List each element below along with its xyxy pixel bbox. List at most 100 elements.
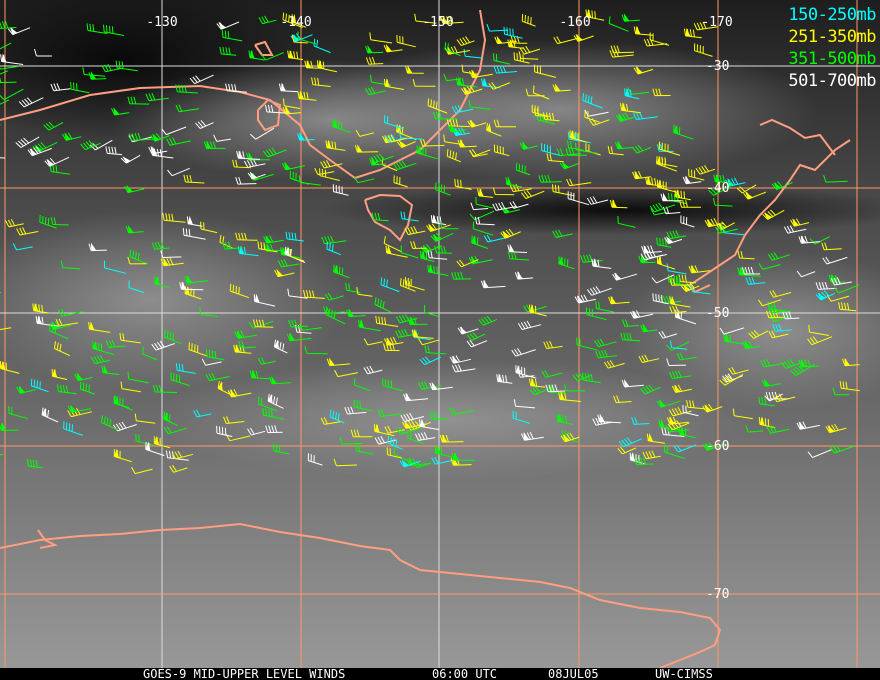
wind-barb	[382, 378, 404, 392]
wind-barb	[127, 256, 147, 265]
wind-barb	[694, 43, 713, 57]
wind-barb-flag	[367, 44, 373, 53]
wind-barb-flag	[496, 35, 503, 44]
wind-barb	[517, 369, 535, 378]
wind-barb	[507, 251, 530, 261]
wind-barb-flag	[145, 441, 151, 451]
wind-barb	[393, 446, 413, 464]
wind-barb	[513, 399, 536, 409]
wind-barb-flag	[185, 286, 190, 296]
wind-barb	[260, 52, 284, 61]
wind-barb	[631, 417, 650, 425]
wind-barb	[536, 112, 556, 125]
wind-barb	[424, 345, 446, 355]
wind-barb-flag	[251, 369, 257, 379]
wind-barb	[586, 196, 609, 205]
wind-barb	[70, 81, 90, 94]
wind-barb-flag	[374, 423, 380, 433]
wind-barb-flag	[454, 127, 461, 136]
wind-barb-flag	[506, 176, 512, 186]
wind-barb-flag	[162, 257, 169, 266]
wind-barb	[298, 175, 321, 186]
wind-barb	[528, 378, 546, 388]
wind-barb	[702, 403, 723, 413]
wind-barb	[607, 146, 624, 156]
wind-barb-flag	[617, 113, 626, 122]
wind-barb	[213, 134, 231, 142]
wind-barb	[688, 265, 711, 274]
wind-barb	[264, 104, 287, 114]
wind-barb	[621, 14, 640, 22]
wind-barb	[329, 409, 345, 424]
wind-barb	[39, 214, 57, 229]
wind-barb	[420, 250, 435, 262]
wind-barb	[649, 32, 670, 46]
wind-barb	[454, 178, 472, 190]
wind-barb	[595, 349, 618, 359]
time: 06:00 UTC	[432, 667, 498, 680]
wind-barb-flag	[218, 381, 223, 391]
wind-barb	[119, 332, 141, 344]
wind-barb	[164, 329, 182, 345]
wind-barb	[369, 157, 387, 166]
wind-barb-flag	[333, 264, 339, 274]
wind-barb	[289, 248, 305, 262]
wind-barb	[661, 427, 685, 437]
wind-barb-flag	[670, 295, 676, 305]
legend-501-700mb: 501-700mb	[788, 71, 876, 91]
wind-barb	[510, 35, 528, 44]
wind-barb-flag	[497, 373, 503, 383]
wind-barb	[552, 84, 571, 92]
wind-barb	[49, 164, 71, 175]
wind-barb-flag	[371, 156, 377, 165]
lon-label: -150	[422, 15, 454, 30]
wind-barb	[406, 458, 431, 467]
wind-barb	[466, 331, 486, 341]
wind-barb	[365, 86, 387, 96]
wind-barb-flag	[385, 44, 392, 52]
wind-barb-flag	[265, 235, 272, 244]
wind-barb-flag	[34, 144, 43, 152]
wind-barb	[468, 99, 491, 110]
wind-barb	[486, 123, 502, 137]
wind-barb-flag	[122, 156, 131, 164]
wind-barb	[543, 112, 560, 122]
wind-barb-flag	[348, 308, 354, 317]
wind-barb-flag	[610, 295, 617, 304]
wind-barb	[663, 444, 686, 460]
wind-barb	[414, 13, 437, 24]
wind-barb	[324, 292, 344, 301]
wind-barb	[291, 14, 307, 28]
wind-barb	[311, 77, 331, 87]
wind-barb	[50, 217, 69, 226]
date: 08JUL05	[548, 667, 599, 680]
wind-barb	[772, 323, 792, 332]
wind-barb-flag	[114, 448, 120, 458]
wind-barb	[515, 162, 531, 176]
wind-barb	[584, 109, 609, 117]
wind-barb	[745, 425, 764, 433]
wind-barb-flag	[218, 21, 226, 30]
wind-barb	[649, 202, 676, 213]
wind-barb	[456, 36, 475, 46]
wind-barb	[650, 208, 669, 216]
wind-barb-flag	[420, 250, 426, 260]
wind-barb-flag	[453, 452, 459, 461]
wind-barb	[160, 250, 182, 258]
wind-barb	[715, 225, 738, 234]
wind-barb	[737, 250, 755, 260]
wind-barb	[632, 144, 652, 154]
wind-barb	[0, 99, 10, 105]
wind-barb	[101, 415, 119, 431]
wind-barb	[189, 74, 214, 85]
wind-barb	[289, 171, 309, 185]
wind-barb	[86, 23, 108, 34]
wind-barb	[772, 393, 796, 403]
wind-barb	[585, 307, 607, 321]
wind-barb	[640, 251, 664, 261]
wind-barb	[101, 63, 122, 73]
wind-barb	[475, 196, 494, 209]
wind-barb	[234, 330, 257, 339]
wind-barb-flag	[662, 192, 668, 201]
wind-barb	[444, 42, 461, 57]
